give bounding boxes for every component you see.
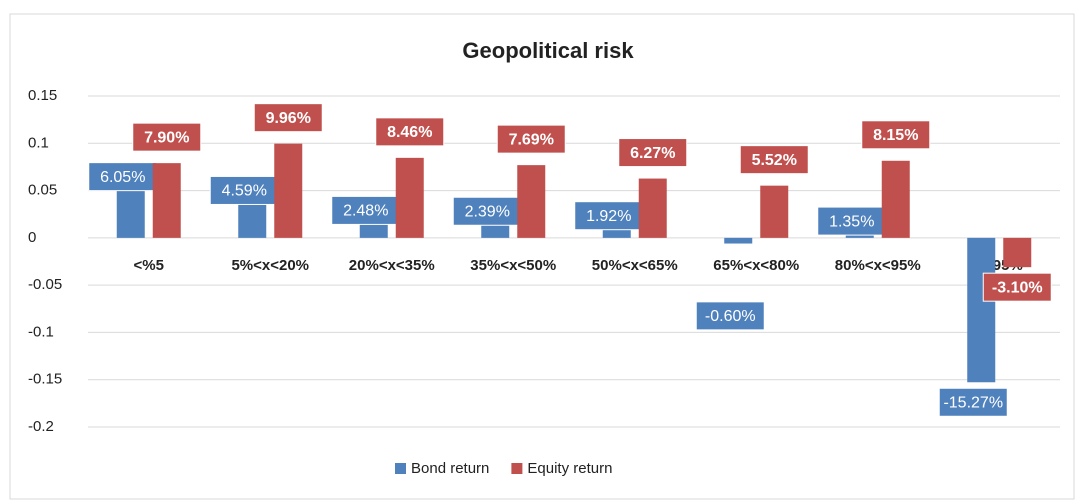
value-label-box — [982, 272, 1052, 302]
value-label: 8.15% — [873, 127, 918, 144]
value-label: 6.05% — [100, 169, 145, 186]
value-label: 5.52% — [752, 152, 797, 169]
x-tick-label: 35%<x<50% — [470, 257, 556, 274]
value-label: 4.59% — [222, 183, 267, 200]
value-label-box — [938, 387, 1008, 417]
x-tick-label: 50%<x<65% — [592, 257, 678, 274]
value-label: 2.39% — [465, 203, 510, 220]
x-tick-label: 80%<x<95% — [835, 257, 921, 274]
value-label-box — [739, 145, 809, 175]
legend-swatch — [511, 463, 523, 474]
x-tick-label: 5%<x<20% — [231, 257, 309, 274]
bar — [881, 160, 910, 238]
legend-label: Bond return — [411, 460, 489, 477]
bar — [274, 143, 303, 238]
value-label: -3.10% — [992, 279, 1043, 296]
value-label: 1.35% — [829, 213, 874, 230]
value-label: 1.92% — [586, 208, 631, 225]
y-tick-label: 0.15 — [28, 87, 57, 104]
bar — [152, 163, 181, 238]
y-tick-label: 0.05 — [28, 182, 57, 199]
value-label-box — [375, 117, 445, 147]
value-label: 7.69% — [509, 131, 554, 148]
legend-label: Equity return — [527, 460, 612, 477]
value-label-box — [452, 196, 522, 226]
value-label-box — [695, 301, 765, 331]
bar — [967, 237, 996, 383]
value-label: 9.96% — [266, 110, 311, 127]
legend-swatch — [395, 463, 406, 474]
value-label-box — [496, 124, 566, 154]
value-label-box — [861, 120, 931, 150]
value-label-box — [132, 122, 202, 152]
value-label: -15.27% — [943, 394, 1003, 411]
x-tick-label: 65%<x<80% — [713, 257, 799, 274]
bar — [517, 165, 546, 238]
value-label: 7.90% — [144, 129, 189, 146]
value-label-box — [88, 162, 158, 192]
y-tick-label: -0.05 — [28, 276, 62, 293]
value-label-box — [331, 195, 401, 225]
y-tick-label: -0.15 — [28, 371, 62, 388]
value-label: 8.46% — [387, 124, 432, 141]
x-tick-label: 20%<x<35% — [349, 257, 435, 274]
bar — [760, 185, 789, 238]
y-tick-label: -0.1 — [28, 323, 54, 340]
value-label: 2.48% — [343, 203, 388, 220]
value-label-box — [253, 103, 323, 133]
y-tick-label: 0 — [28, 229, 36, 246]
value-label: -0.60% — [705, 308, 756, 325]
value-label-box — [209, 175, 279, 205]
bar — [638, 178, 667, 238]
bar — [724, 237, 753, 244]
y-tick-label: -0.2 — [28, 418, 54, 435]
bar — [395, 157, 424, 238]
bar — [1003, 237, 1032, 268]
value-label-box — [618, 138, 688, 168]
y-tick-label: 0.1 — [28, 134, 49, 151]
chart-title: Geopolitical risk — [462, 38, 634, 63]
value-label: 6.27% — [630, 145, 675, 162]
chart-frame — [9, 13, 1075, 500]
x-tick-label: <%5 — [134, 257, 164, 274]
